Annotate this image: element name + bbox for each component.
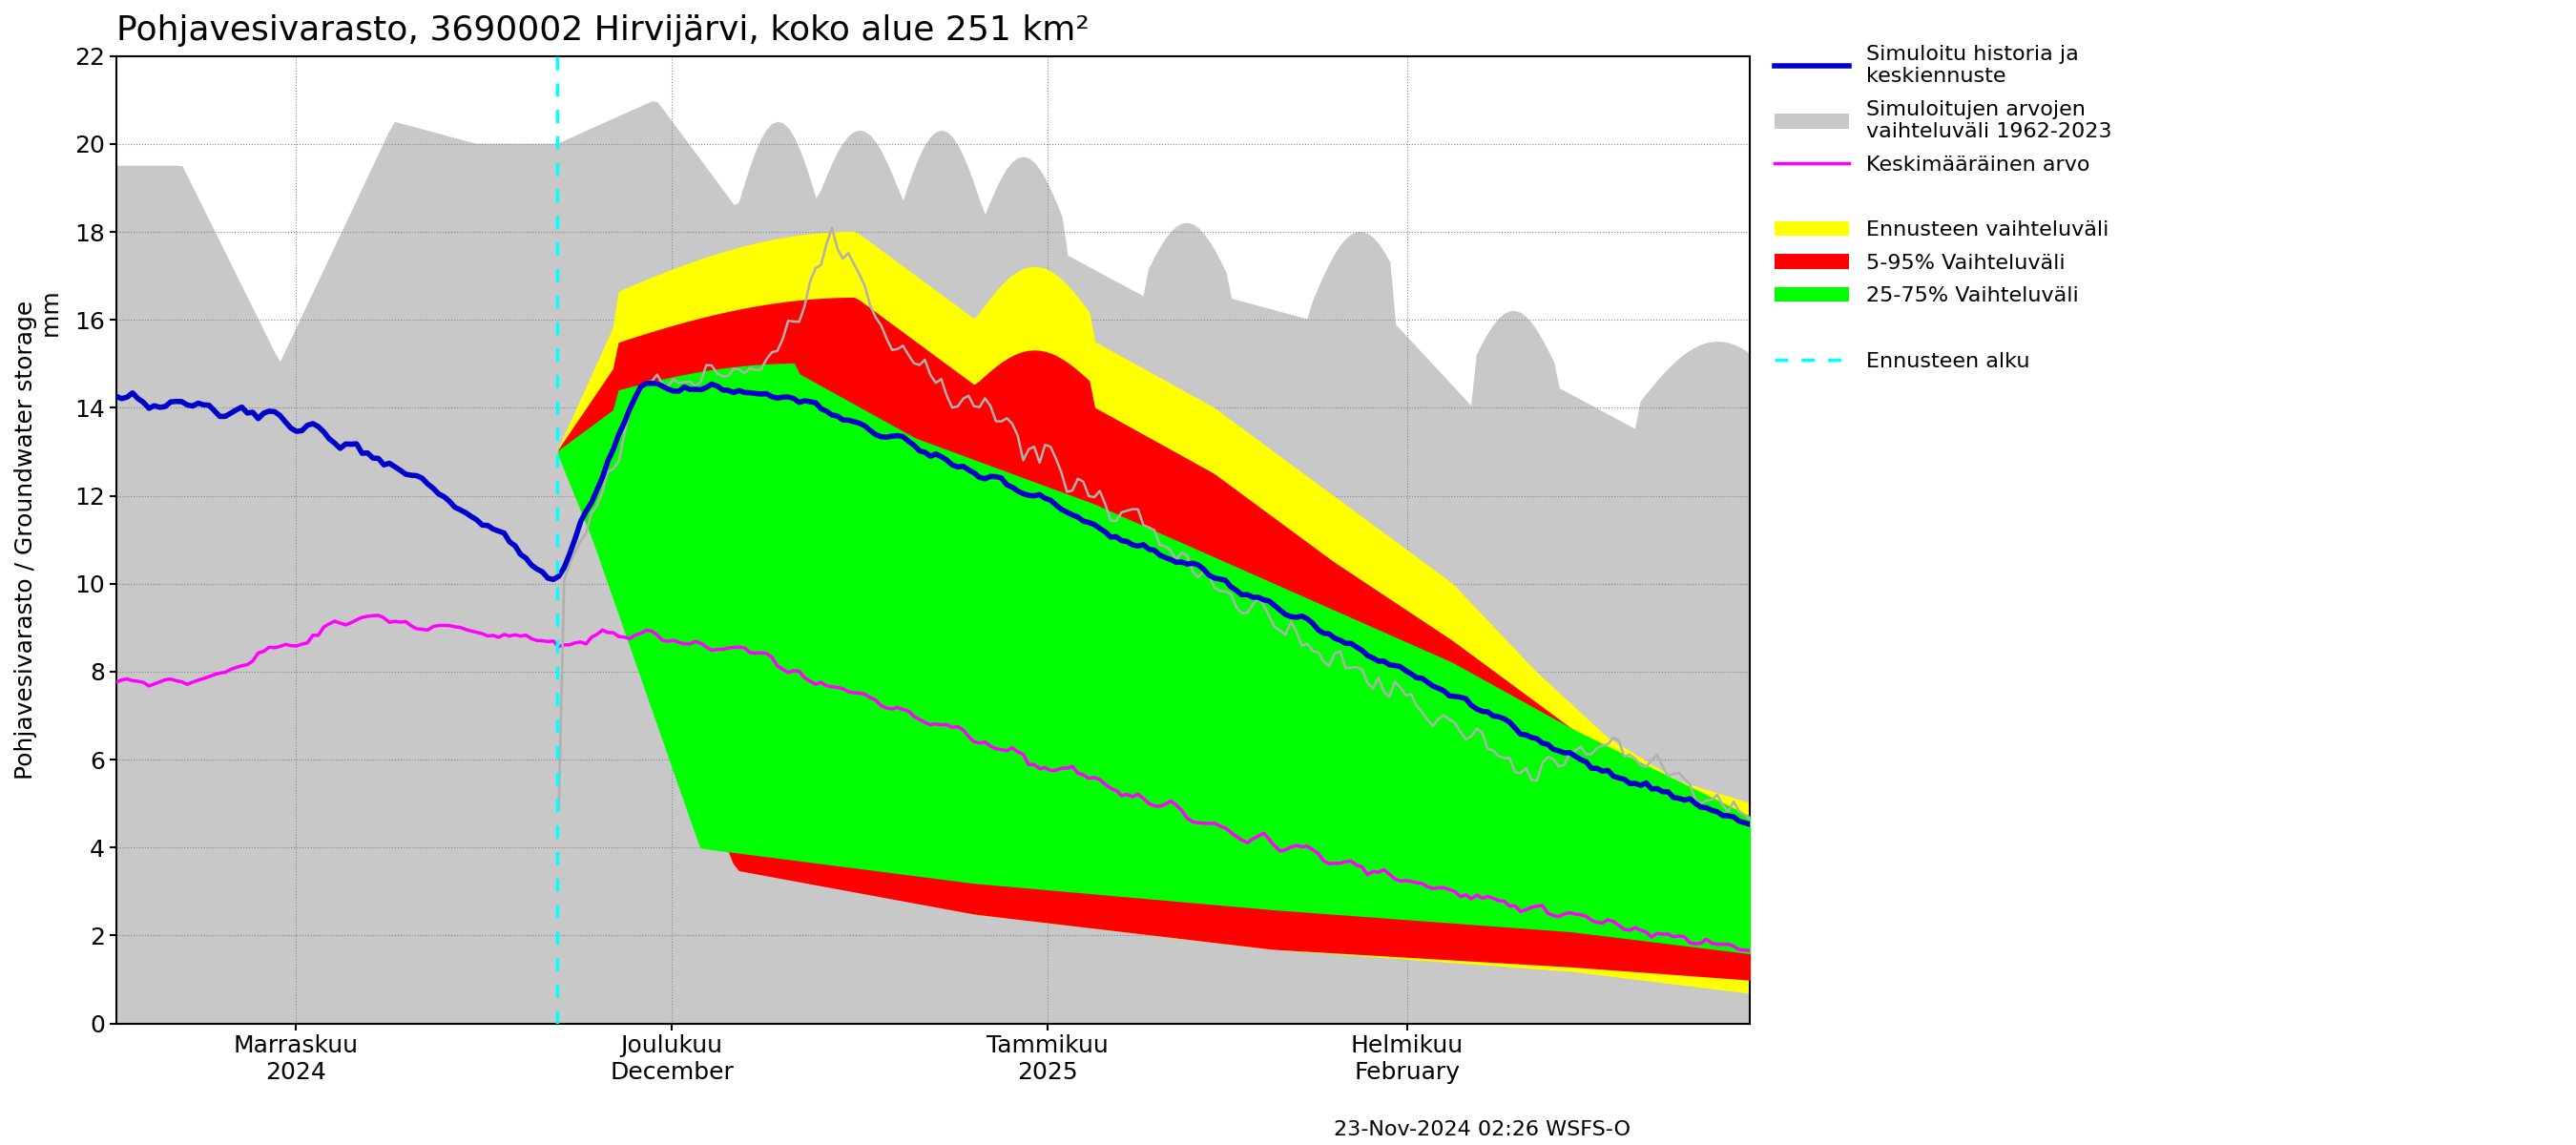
Text: Pohjavesivarasto, 3690002 Hirvijärvi, koko alue 251 km²: Pohjavesivarasto, 3690002 Hirvijärvi, ko…	[116, 14, 1090, 47]
Y-axis label: Pohjavesivarasto / Groundwater storage
                                         : Pohjavesivarasto / Groundwater storage	[15, 291, 64, 788]
Legend: Simuloitu historia ja
keskiennuste, Simuloitujen arvojen
vaihteluväli 1962-2023,: Simuloitu historia ja keskiennuste, Simu…	[1767, 37, 2120, 380]
Text: 23-Nov-2024 02:26 WSFS-O: 23-Nov-2024 02:26 WSFS-O	[1334, 1120, 1631, 1139]
